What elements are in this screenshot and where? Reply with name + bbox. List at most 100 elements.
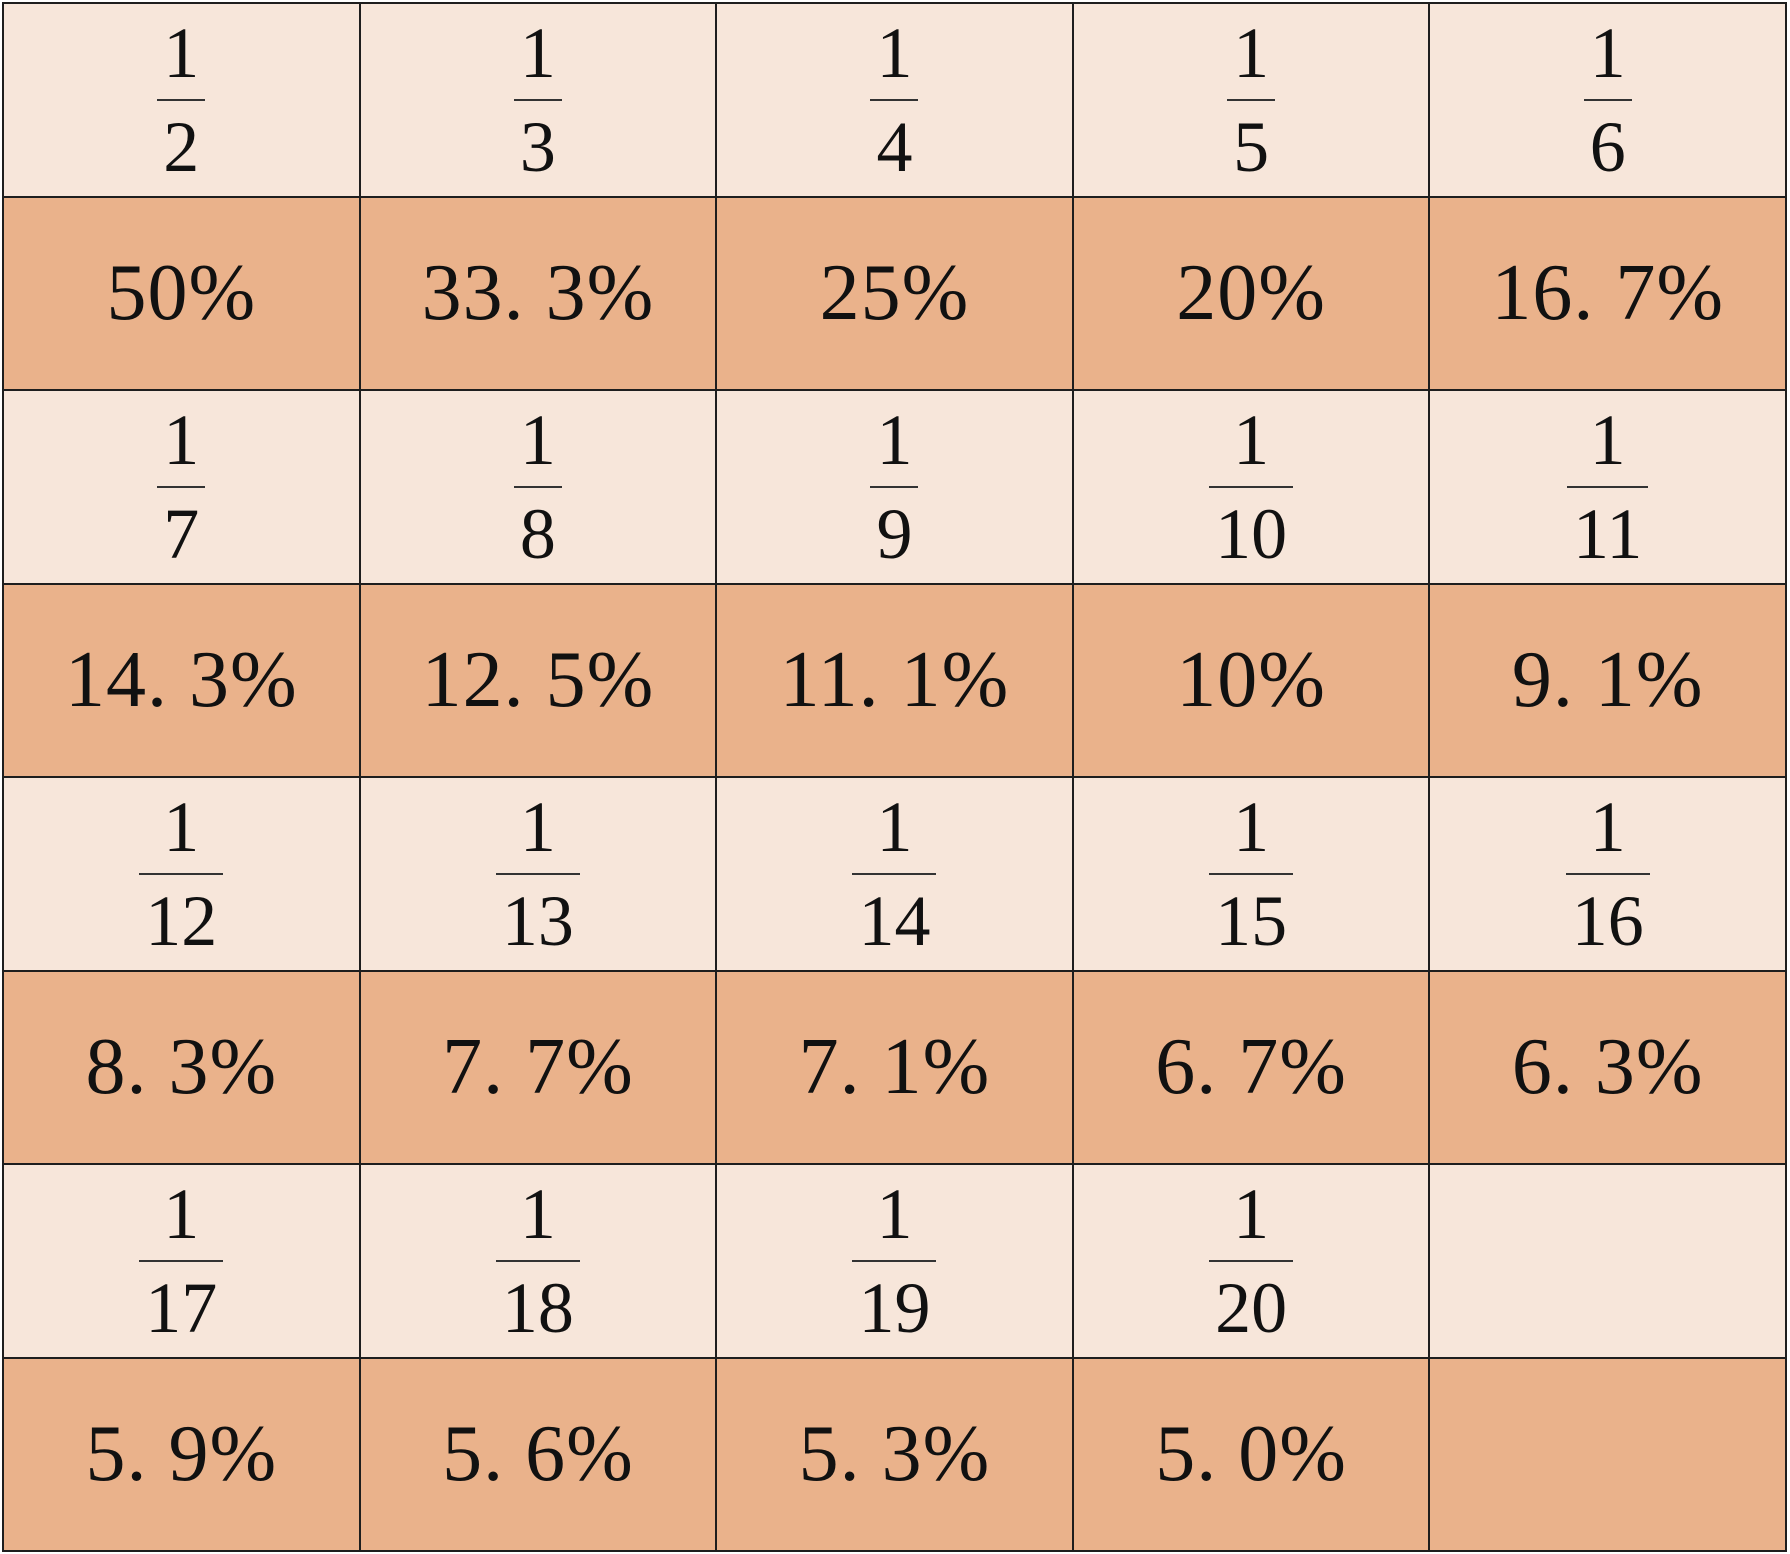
fraction-cell: 1 17 <box>2 1163 361 1359</box>
percent-row: 14. 3% 12. 5% 11. 1% 10% 9. 1% <box>2 582 1787 778</box>
numerator: 1 <box>1589 12 1626 93</box>
fraction-cell: 1 15 <box>1071 776 1431 972</box>
fraction-row: 1 12 1 13 1 14 1 15 1 16 <box>2 776 1787 972</box>
percent-value: 6. 7% <box>1155 1023 1347 1112</box>
numerator: 1 <box>1589 786 1626 867</box>
denominator: 2 <box>163 106 200 187</box>
fraction: 1 15 <box>1209 791 1294 957</box>
fraction-cell: 1 11 <box>1428 389 1787 585</box>
numerator: 1 <box>519 12 556 93</box>
percent-cell: 6. 7% <box>1071 969 1431 1165</box>
percent-value: 11. 1% <box>779 636 1010 725</box>
numerator: 1 <box>1233 12 1270 93</box>
percent-value: 12. 5% <box>421 636 655 725</box>
numerator: 1 <box>876 399 913 480</box>
percent-value: 7. 1% <box>798 1023 991 1112</box>
percent-cell: 9. 1% <box>1428 582 1787 778</box>
percent-value: 6. 3% <box>1511 1023 1704 1112</box>
percent-row: 50% 33. 3% 25% 20% 16. 7% <box>2 195 1787 391</box>
numerator: 1 <box>163 1173 200 1254</box>
denominator: 20 <box>1215 1267 1288 1348</box>
fraction-bar <box>1209 1259 1294 1262</box>
fraction-bar <box>1565 872 1650 875</box>
numerator: 1 <box>163 786 200 867</box>
denominator: 12 <box>145 880 218 961</box>
percent-value: 10% <box>1176 636 1326 725</box>
percent-value: 50% <box>106 249 257 338</box>
denominator: 6 <box>1589 106 1626 187</box>
denominator: 17 <box>145 1267 218 1348</box>
fraction-bar <box>1567 485 1649 488</box>
numerator: 1 <box>876 786 913 867</box>
denominator: 16 <box>1571 880 1644 961</box>
percent-value: 25% <box>819 249 970 338</box>
percent-cell: 12. 5% <box>358 582 718 778</box>
percent-cell: 10% <box>1071 582 1431 778</box>
numerator: 1 <box>1233 399 1270 480</box>
percent-value: 5. 0% <box>1155 1410 1347 1499</box>
fraction-bar <box>513 485 562 488</box>
percent-value: 5. 9% <box>85 1410 278 1499</box>
fraction-cell: 1 20 <box>1071 1163 1431 1359</box>
denominator: 8 <box>519 493 556 574</box>
denominator: 18 <box>501 1267 574 1348</box>
percent-value: 33. 3% <box>421 249 655 338</box>
numerator: 1 <box>1589 399 1626 480</box>
fraction-bar <box>513 98 562 101</box>
percent-cell: 14. 3% <box>2 582 361 778</box>
fraction: 1 16 <box>1565 786 1650 961</box>
numerator: 1 <box>519 786 556 867</box>
fraction-bar <box>139 1259 224 1262</box>
fraction: 1 17 <box>139 1173 224 1348</box>
fraction: 1 20 <box>1209 1178 1294 1348</box>
fraction-bar <box>157 98 206 101</box>
percent-value: 14. 3% <box>64 636 298 725</box>
numerator: 1 <box>163 399 200 480</box>
fraction-cell: 1 10 <box>1071 389 1431 585</box>
percent-row: 5. 9% 5. 6% 5. 3% 5. 0% <box>2 1356 1787 1552</box>
fraction: 1 11 <box>1567 399 1649 574</box>
percent-value: 9. 1% <box>1511 636 1704 725</box>
numerator: 1 <box>519 399 556 480</box>
fraction: 1 19 <box>852 1173 937 1344</box>
denominator: 10 <box>1215 493 1288 574</box>
fraction-bar <box>1583 98 1632 101</box>
denominator: 11 <box>1573 493 1643 574</box>
denominator: 7 <box>163 493 200 574</box>
fraction-bar <box>495 872 580 875</box>
fraction-cell: 1 14 <box>715 776 1074 972</box>
fraction: 1 12 <box>139 786 224 961</box>
percent-row: 8. 3% 7. 7% 7. 1% 6. 7% 6. 3% <box>2 969 1787 1165</box>
percent-cell: 25% <box>715 195 1074 391</box>
denominator: 13 <box>501 880 574 961</box>
denominator: 14 <box>858 880 931 961</box>
percent-cell: 8. 3% <box>2 969 361 1165</box>
percent-cell: 16. 7% <box>1428 195 1787 391</box>
percent-value: 20% <box>1176 249 1326 338</box>
numerator: 1 <box>519 1173 556 1254</box>
percent-value: 5. 6% <box>442 1410 634 1499</box>
fraction: 1 13 <box>495 786 580 961</box>
fraction-cell: 1 13 <box>358 776 718 972</box>
numerator: 1 <box>876 1173 913 1254</box>
fraction: 1 14 <box>852 786 937 961</box>
fraction-cell: 1 19 <box>715 1163 1074 1359</box>
percent-cell: 50% <box>2 195 361 391</box>
fraction-bar <box>139 872 224 875</box>
empty-cell <box>1428 1163 1787 1359</box>
fraction-bar <box>1227 98 1276 101</box>
denominator: 4 <box>876 106 913 187</box>
percent-cell: 7. 1% <box>715 969 1074 1165</box>
percent-cell: 33. 3% <box>358 195 718 391</box>
